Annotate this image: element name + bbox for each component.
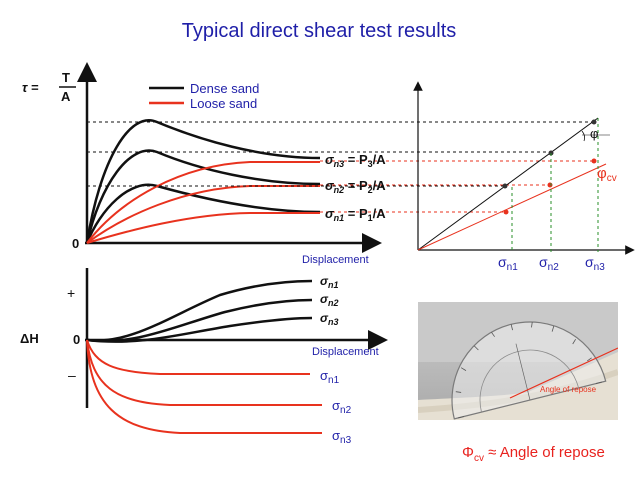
dilation-curve-n2 bbox=[86, 298, 313, 343]
dilation-curve-n1 bbox=[86, 279, 313, 342]
volume-x-label: Displacement bbox=[312, 346, 379, 358]
legend-loose-label: Loose sand bbox=[190, 96, 257, 111]
peak-point-n1 bbox=[502, 183, 508, 189]
repose-slope-line bbox=[509, 347, 618, 399]
loose-curve-n1 bbox=[86, 212, 320, 244]
contraction-label-n1: σn1 bbox=[320, 368, 340, 386]
cv-point-n3 bbox=[591, 158, 597, 164]
phi-label: φ bbox=[590, 126, 598, 141]
dilation-label-n3: σn3 bbox=[320, 311, 338, 327]
volume-plus-label: + bbox=[67, 285, 75, 301]
curve-label-n3: σn3 = P3/A bbox=[325, 152, 386, 169]
volume-origin-label: 0 bbox=[73, 332, 80, 347]
delta-h-label: ΔH bbox=[20, 331, 39, 346]
angle-of-repose-label: Angle of repose bbox=[540, 385, 597, 394]
tau-label: τ = bbox=[22, 80, 39, 95]
phi-cv-caption: Φcv ≈ Angle of repose bbox=[462, 444, 605, 464]
stress-plot: τ = T A 0 Dense sand Loose sand σn3 = P3… bbox=[22, 62, 596, 266]
curve-label-n2: σn2 = P2/A bbox=[325, 178, 386, 195]
contraction-curve-n3 bbox=[86, 339, 322, 434]
dense-curve-n2 bbox=[85, 149, 321, 244]
protractor-illustration: Angle of repose bbox=[418, 302, 618, 420]
envelope-plot: φ φcv σn1 σn2 σn3 bbox=[413, 81, 635, 273]
tau-T-label: T bbox=[62, 70, 70, 85]
x-tick-sigma-n2: σn2 bbox=[539, 254, 559, 273]
contraction-label-n3: σn3 bbox=[332, 428, 352, 446]
stress-x-label: Displacement bbox=[302, 254, 369, 266]
volume-plot: ΔH + 0 – σn1 σn2 σn3 σn1 σn2 σn3 Displac… bbox=[20, 268, 388, 446]
curve-label-n1: σn1 = P1/A bbox=[325, 206, 386, 223]
cv-point-n2 bbox=[547, 182, 553, 188]
dilation-label-n1: σn1 bbox=[320, 274, 338, 290]
contraction-curve-n1 bbox=[86, 339, 310, 375]
x-tick-sigma-n1: σn1 bbox=[498, 254, 518, 273]
legend-dense-label: Dense sand bbox=[190, 81, 259, 96]
peak-point-n3 bbox=[591, 119, 597, 125]
dense-curve-n3 bbox=[85, 119, 321, 244]
dilation-curve-n3 bbox=[86, 316, 313, 343]
loose-curve-n3 bbox=[86, 161, 320, 244]
cv-point-n1 bbox=[503, 209, 509, 215]
phi-cv-label: φcv bbox=[597, 165, 617, 184]
protractor bbox=[451, 321, 607, 420]
stress-origin-label: 0 bbox=[72, 236, 79, 251]
page-title: Typical direct shear test results bbox=[181, 20, 457, 42]
contraction-curve-n2 bbox=[86, 339, 322, 406]
volume-minus-label: – bbox=[68, 367, 76, 383]
x-tick-sigma-n3: σn3 bbox=[585, 254, 605, 273]
tau-A-label: A bbox=[61, 89, 71, 104]
angle-of-repose-photo: Angle of repose bbox=[418, 302, 618, 420]
peak-envelope-line bbox=[417, 117, 599, 251]
phi-angle-arc bbox=[581, 130, 586, 142]
contraction-label-n2: σn2 bbox=[332, 398, 352, 416]
dilation-label-n2: σn2 bbox=[320, 292, 338, 308]
loose-curve-n2 bbox=[86, 185, 320, 244]
